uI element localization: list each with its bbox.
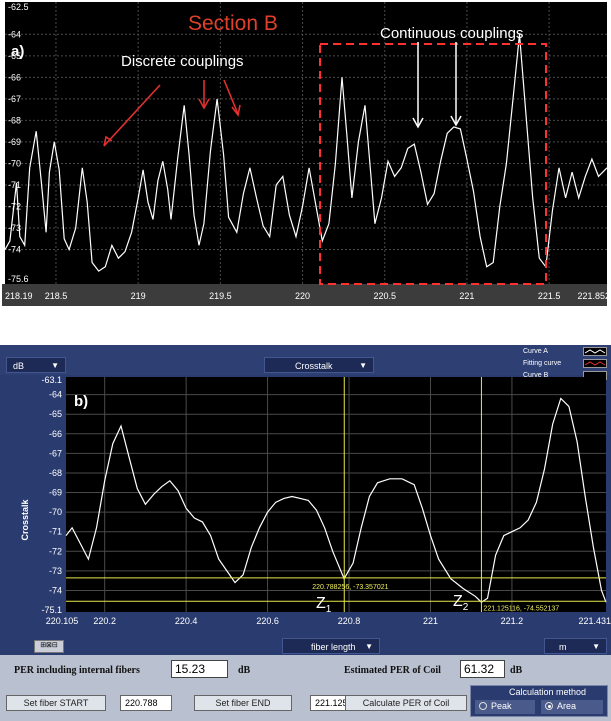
calculate-per-button[interactable]: Calculate PER of Coil <box>345 695 467 711</box>
x-tick-label: 220.2 <box>93 616 116 626</box>
calc-method-group: Calculation method Peak Area <box>470 685 608 717</box>
chevron-down-icon: ▼ <box>365 642 373 651</box>
x-axis-dropdown[interactable]: fiber length ▼ <box>282 638 380 654</box>
panel-b-window: dB ▼ Crosstalk ▼ Curve A Fitting curve Cur… <box>0 345 611 721</box>
y-tick-label: -66 <box>49 429 62 439</box>
x-tick-label: 221.5 <box>538 291 561 301</box>
z1-marker: Z1 <box>316 595 332 615</box>
per-unit: dB <box>238 665 251 676</box>
mode-dropdown-label: Crosstalk <box>295 361 333 371</box>
radio-peak-circle <box>479 702 487 710</box>
x-tick-label: 220.5 <box>373 291 396 301</box>
panel-a-trace <box>4 34 608 272</box>
set-fiber-end-button[interactable]: Set fiber END <box>194 695 292 711</box>
y-tick-label: -62.5 <box>8 2 29 12</box>
y-tick-label: -74 <box>8 245 21 255</box>
x-tick-label: 220.105 <box>46 616 79 626</box>
panel-a-title: Section B <box>188 12 278 35</box>
discrete-arrows <box>103 79 241 147</box>
y-tick-label: -69 <box>8 137 21 147</box>
discrete-annotation: Discrete couplings <box>121 53 244 70</box>
legend-fitting-curve: Fitting curve <box>523 358 607 369</box>
y-tick-label: -63.1 <box>41 375 62 385</box>
x-tick-label: 220.4 <box>175 616 198 626</box>
y-tick-label: -73 <box>8 223 21 233</box>
y-tick-label: -71 <box>49 527 62 537</box>
per-label: PER including internal fibers <box>14 665 140 676</box>
cursor-z2-readout: 221.125116, -74.552137 <box>483 605 559 612</box>
panel-a-label: a) <box>11 43 24 60</box>
radio-area-label: Area <box>557 701 577 711</box>
legend-curve-a: Curve A <box>523 346 607 357</box>
z2-marker: Z2 <box>453 593 469 613</box>
chevron-down-icon: ▼ <box>359 361 367 370</box>
estimated-per-label: Estimated PER of Coil <box>344 665 441 676</box>
y-tick-label: -71 <box>8 180 21 190</box>
chevron-down-icon: ▼ <box>592 642 600 651</box>
mode-dropdown[interactable]: Crosstalk ▼ <box>264 357 374 373</box>
y-tick-label: -65 <box>49 409 62 419</box>
y-tick-label: -70 <box>49 507 62 517</box>
y-tick-label: -68 <box>8 115 21 125</box>
x-tick-label: 220.6 <box>256 616 279 626</box>
x-tick-label: 218.5 <box>45 291 68 301</box>
panel-b-label: b) <box>74 393 88 410</box>
estimated-per-field[interactable]: 61.32 <box>460 660 505 678</box>
y-tick-label: -75.6 <box>8 274 29 284</box>
x-tick-label: 221.431 <box>578 616 611 626</box>
radio-peak-label: Peak <box>491 701 512 711</box>
y-tick-label: -69 <box>49 488 62 498</box>
continuous-annotation: Continuous couplings <box>380 25 523 42</box>
x-tick-label: 220 <box>295 291 310 301</box>
chevron-down-icon: ▼ <box>51 361 59 370</box>
set-fiber-start-button[interactable]: Set fiber START <box>6 695 106 711</box>
y-tick-label: -72 <box>8 202 21 212</box>
radio-area-circle <box>545 702 553 710</box>
x-tick-label: 221 <box>459 291 474 301</box>
y-tick-label: -65 <box>8 51 21 61</box>
panel-b-trace <box>65 397 607 603</box>
y-tick-label: -70 <box>8 158 21 168</box>
radio-peak[interactable]: Peak <box>475 700 535 714</box>
x-tick-label: 221.2 <box>501 616 524 626</box>
x-unit-dropdown[interactable]: m ▼ <box>544 638 607 654</box>
x-tick-label: 219.5 <box>209 291 232 301</box>
x-tick-label: 219 <box>131 291 146 301</box>
x-tick-label: 220.8 <box>338 616 361 626</box>
x-unit-dropdown-label: m <box>559 642 567 652</box>
x-axis-dropdown-label: fiber length <box>311 642 356 652</box>
y-tick-label: -66 <box>8 72 21 82</box>
calc-method-label: Calculation method <box>509 687 587 697</box>
per-value-field[interactable]: 15.23 <box>171 660 228 678</box>
zoom-tools-icon[interactable]: ⊞⊠⊟ <box>34 640 64 653</box>
y-unit-dropdown[interactable]: dB ▼ <box>6 357 66 373</box>
x-tick-label: 221 <box>423 616 438 626</box>
y-tick-label: -72 <box>49 546 62 556</box>
x-tick-label: 221.852 <box>577 291 610 301</box>
cursor-z1-readout: 220.788256, -73.357021 <box>312 584 388 591</box>
y-tick-label: -75.1 <box>41 605 62 615</box>
continuous-region-box <box>319 43 547 285</box>
y-tick-label: -74 <box>49 585 62 595</box>
panel-a-svg: -62.5 -64 -65 -66 -67 -68 -69 -70 -71 -72 -73 -74 -7… <box>0 0 611 306</box>
y-unit-dropdown-label: dB <box>13 361 25 371</box>
y-tick-label: -73 <box>49 566 62 576</box>
radio-area[interactable]: Area <box>541 700 603 714</box>
y-tick-label: -68 <box>49 468 62 478</box>
panel-a-chart: -62.5 -64 -65 -66 -67 -68 -69 -70 -71 -72 -73 -74 -7… <box>0 0 611 306</box>
y-tick-label: -67 <box>49 448 62 458</box>
panel-b-plot-area <box>66 377 606 612</box>
panel-b-grid <box>66 377 606 612</box>
y-tick-label: -64 <box>49 390 62 400</box>
continuous-arrows <box>412 42 462 129</box>
y-tick-label: -64 <box>8 29 21 39</box>
estimated-per-unit: dB <box>510 665 523 676</box>
x-tick-label: 218.19 <box>5 291 33 301</box>
panel-b-svg: -63.1 -64 -65 -66 -67 -68 -69 -70 -71 -72 -73 -74 -7… <box>20 375 611 626</box>
fiber-start-field[interactable]: 220.788 <box>120 695 172 711</box>
y-tick-label: -67 <box>8 94 21 104</box>
y-axis-label: Crosstalk <box>20 499 30 541</box>
control-panel: PER including internal fibers 15.23 dB E… <box>0 655 611 721</box>
